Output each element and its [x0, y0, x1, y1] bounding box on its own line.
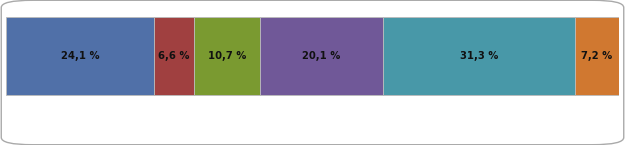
- Text: 24,1 %: 24,1 %: [61, 51, 99, 61]
- Text: 31,3 %: 31,3 %: [459, 51, 498, 61]
- Bar: [6, 17, 154, 95]
- Text: 7,2 %: 7,2 %: [581, 51, 612, 61]
- Bar: [383, 17, 574, 95]
- Legend: 1, 2, 3, 4, 5, s.o.: 1, 2, 3, 4, 5, s.o.: [231, 144, 394, 145]
- Bar: [194, 17, 260, 95]
- Text: 6,6 %: 6,6 %: [158, 51, 190, 61]
- Text: 10,7 %: 10,7 %: [208, 51, 246, 61]
- Bar: [574, 17, 619, 95]
- Text: 20,1 %: 20,1 %: [302, 51, 341, 61]
- Bar: [260, 17, 383, 95]
- Bar: [154, 17, 194, 95]
